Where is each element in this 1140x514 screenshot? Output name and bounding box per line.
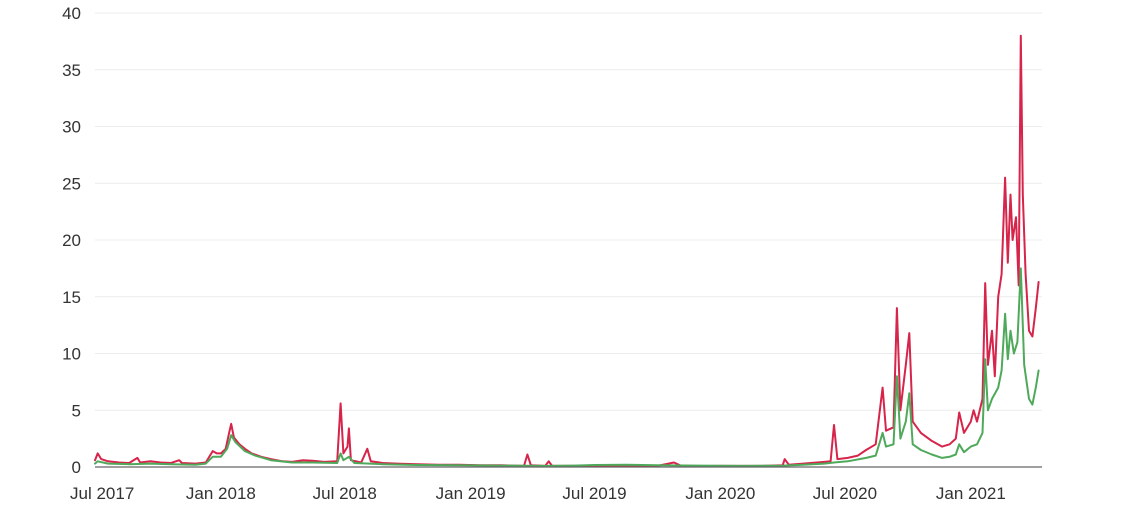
y-tick-label: 10 — [62, 345, 81, 364]
grid-lines — [95, 12, 1042, 411]
y-tick-label: 30 — [62, 118, 81, 137]
x-tick-label: Jan 2019 — [436, 484, 506, 503]
y-tick-label: 5 — [72, 401, 81, 420]
y-tick-labels: 0 5 10 15 20 25 30 35 40 — [62, 4, 81, 477]
y-tick-label: 20 — [62, 231, 81, 250]
x-tick-label: Jul 2018 — [313, 484, 377, 503]
y-tick-label: 0 — [72, 458, 81, 477]
series-line-red — [94, 34, 1040, 468]
x-tick-label: Jul 2020 — [813, 484, 877, 503]
x-tick-label: Jan 2020 — [685, 484, 755, 503]
x-tick-label: Jan 2021 — [936, 484, 1006, 503]
x-tick-label: Jul 2019 — [562, 484, 626, 503]
x-tick-label: Jan 2018 — [186, 484, 256, 503]
x-tick-labels: Jul 2017 Jan 2018 Jul 2018 Jan 2019 Jul 2019… — [70, 484, 1006, 503]
y-tick-label: 40 — [62, 4, 81, 23]
series-layer — [94, 34, 1040, 468]
series-line-green — [94, 267, 1040, 467]
y-tick-label: 15 — [62, 288, 81, 307]
x-tick-label: Jul 2017 — [70, 484, 134, 503]
y-tick-label: 25 — [62, 174, 81, 193]
y-tick-label: 35 — [62, 61, 81, 80]
